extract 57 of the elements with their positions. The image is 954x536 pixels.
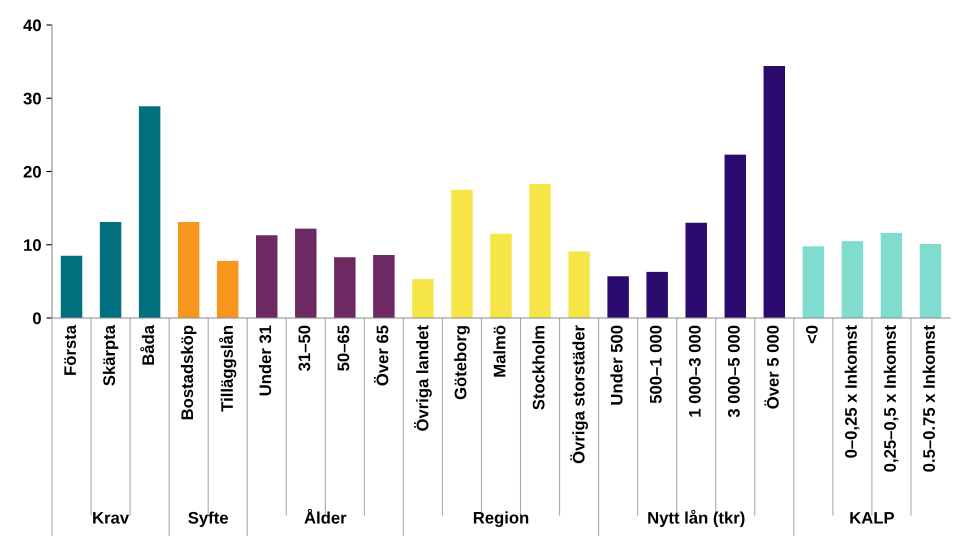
- bar: [568, 251, 590, 318]
- bar: [100, 222, 122, 318]
- x-tick-label: 0–0,25 x Inkomst: [844, 325, 860, 458]
- x-tick-label: Övriga storstäder: [570, 325, 588, 464]
- x-tick-label: 0,25–0,5 x Inkomst: [884, 325, 898, 472]
- x-tick-label: Malmö: [493, 326, 506, 377]
- bar: [842, 241, 864, 318]
- x-tick-label: Över 65: [374, 325, 388, 386]
- x-tick-label: Under 31: [258, 325, 272, 396]
- x-tick-label: Stockholm: [532, 326, 545, 410]
- y-tick-label: 30: [23, 92, 41, 104]
- text: Krav: [93, 512, 130, 524]
- bar: [607, 276, 629, 318]
- bar: [295, 228, 317, 318]
- bar: [724, 154, 746, 318]
- bar: [920, 244, 942, 318]
- text: KALP: [850, 512, 894, 524]
- x-tick-label: 50–65: [338, 325, 350, 371]
- bar: [60, 256, 82, 318]
- text: Region: [474, 511, 528, 527]
- y-tick-label: 20: [24, 166, 41, 178]
- x-tick-label: Bostadsköp: [180, 326, 196, 420]
- text: Nytt lån (tkr): [648, 510, 744, 527]
- bar: [451, 190, 473, 318]
- bar: [373, 255, 395, 318]
- x-tick-label: Skärpta: [102, 324, 118, 386]
- x-tick-label: Tilläggslån: [219, 326, 236, 412]
- bar: [334, 257, 356, 318]
- bar: [216, 260, 238, 318]
- x-tick-label: 0.5–0.75 x Inkomst: [922, 325, 935, 472]
- bar: [529, 184, 551, 318]
- x-tick-label: 500–1 000: [650, 326, 662, 404]
- x-tick-label: Första: [64, 324, 76, 375]
- x-tick-label: <0: [806, 326, 818, 344]
- x-tick-label: Över 5 000: [764, 326, 779, 409]
- x-tick-label: 3 000–5 000: [728, 326, 740, 418]
- text: Syfte: [188, 511, 228, 527]
- bar: [178, 222, 200, 318]
- x-tick-label: 31–50: [298, 326, 310, 371]
- bar: [802, 246, 824, 318]
- bar: [490, 234, 512, 318]
- bar: [412, 279, 434, 318]
- y-tick-label: 10: [24, 239, 41, 251]
- y-tick-label: 40: [23, 19, 41, 32]
- bar: [646, 272, 668, 318]
- y-tick-label: 0: [32, 312, 41, 324]
- bar: [880, 233, 902, 318]
- x-tick-label: Göteborg: [454, 326, 470, 400]
- x-tick-label: 1 000–3 000: [688, 326, 701, 417]
- x-tick-label: Övriga landet: [414, 325, 432, 431]
- bar: [256, 235, 278, 318]
- bar: [764, 66, 786, 318]
- bar: [138, 106, 160, 318]
- x-tick-label: Under 500: [610, 326, 623, 405]
- x-tick-label: Båda: [140, 324, 154, 365]
- bar: [685, 222, 707, 318]
- text: Ålder: [304, 508, 346, 524]
